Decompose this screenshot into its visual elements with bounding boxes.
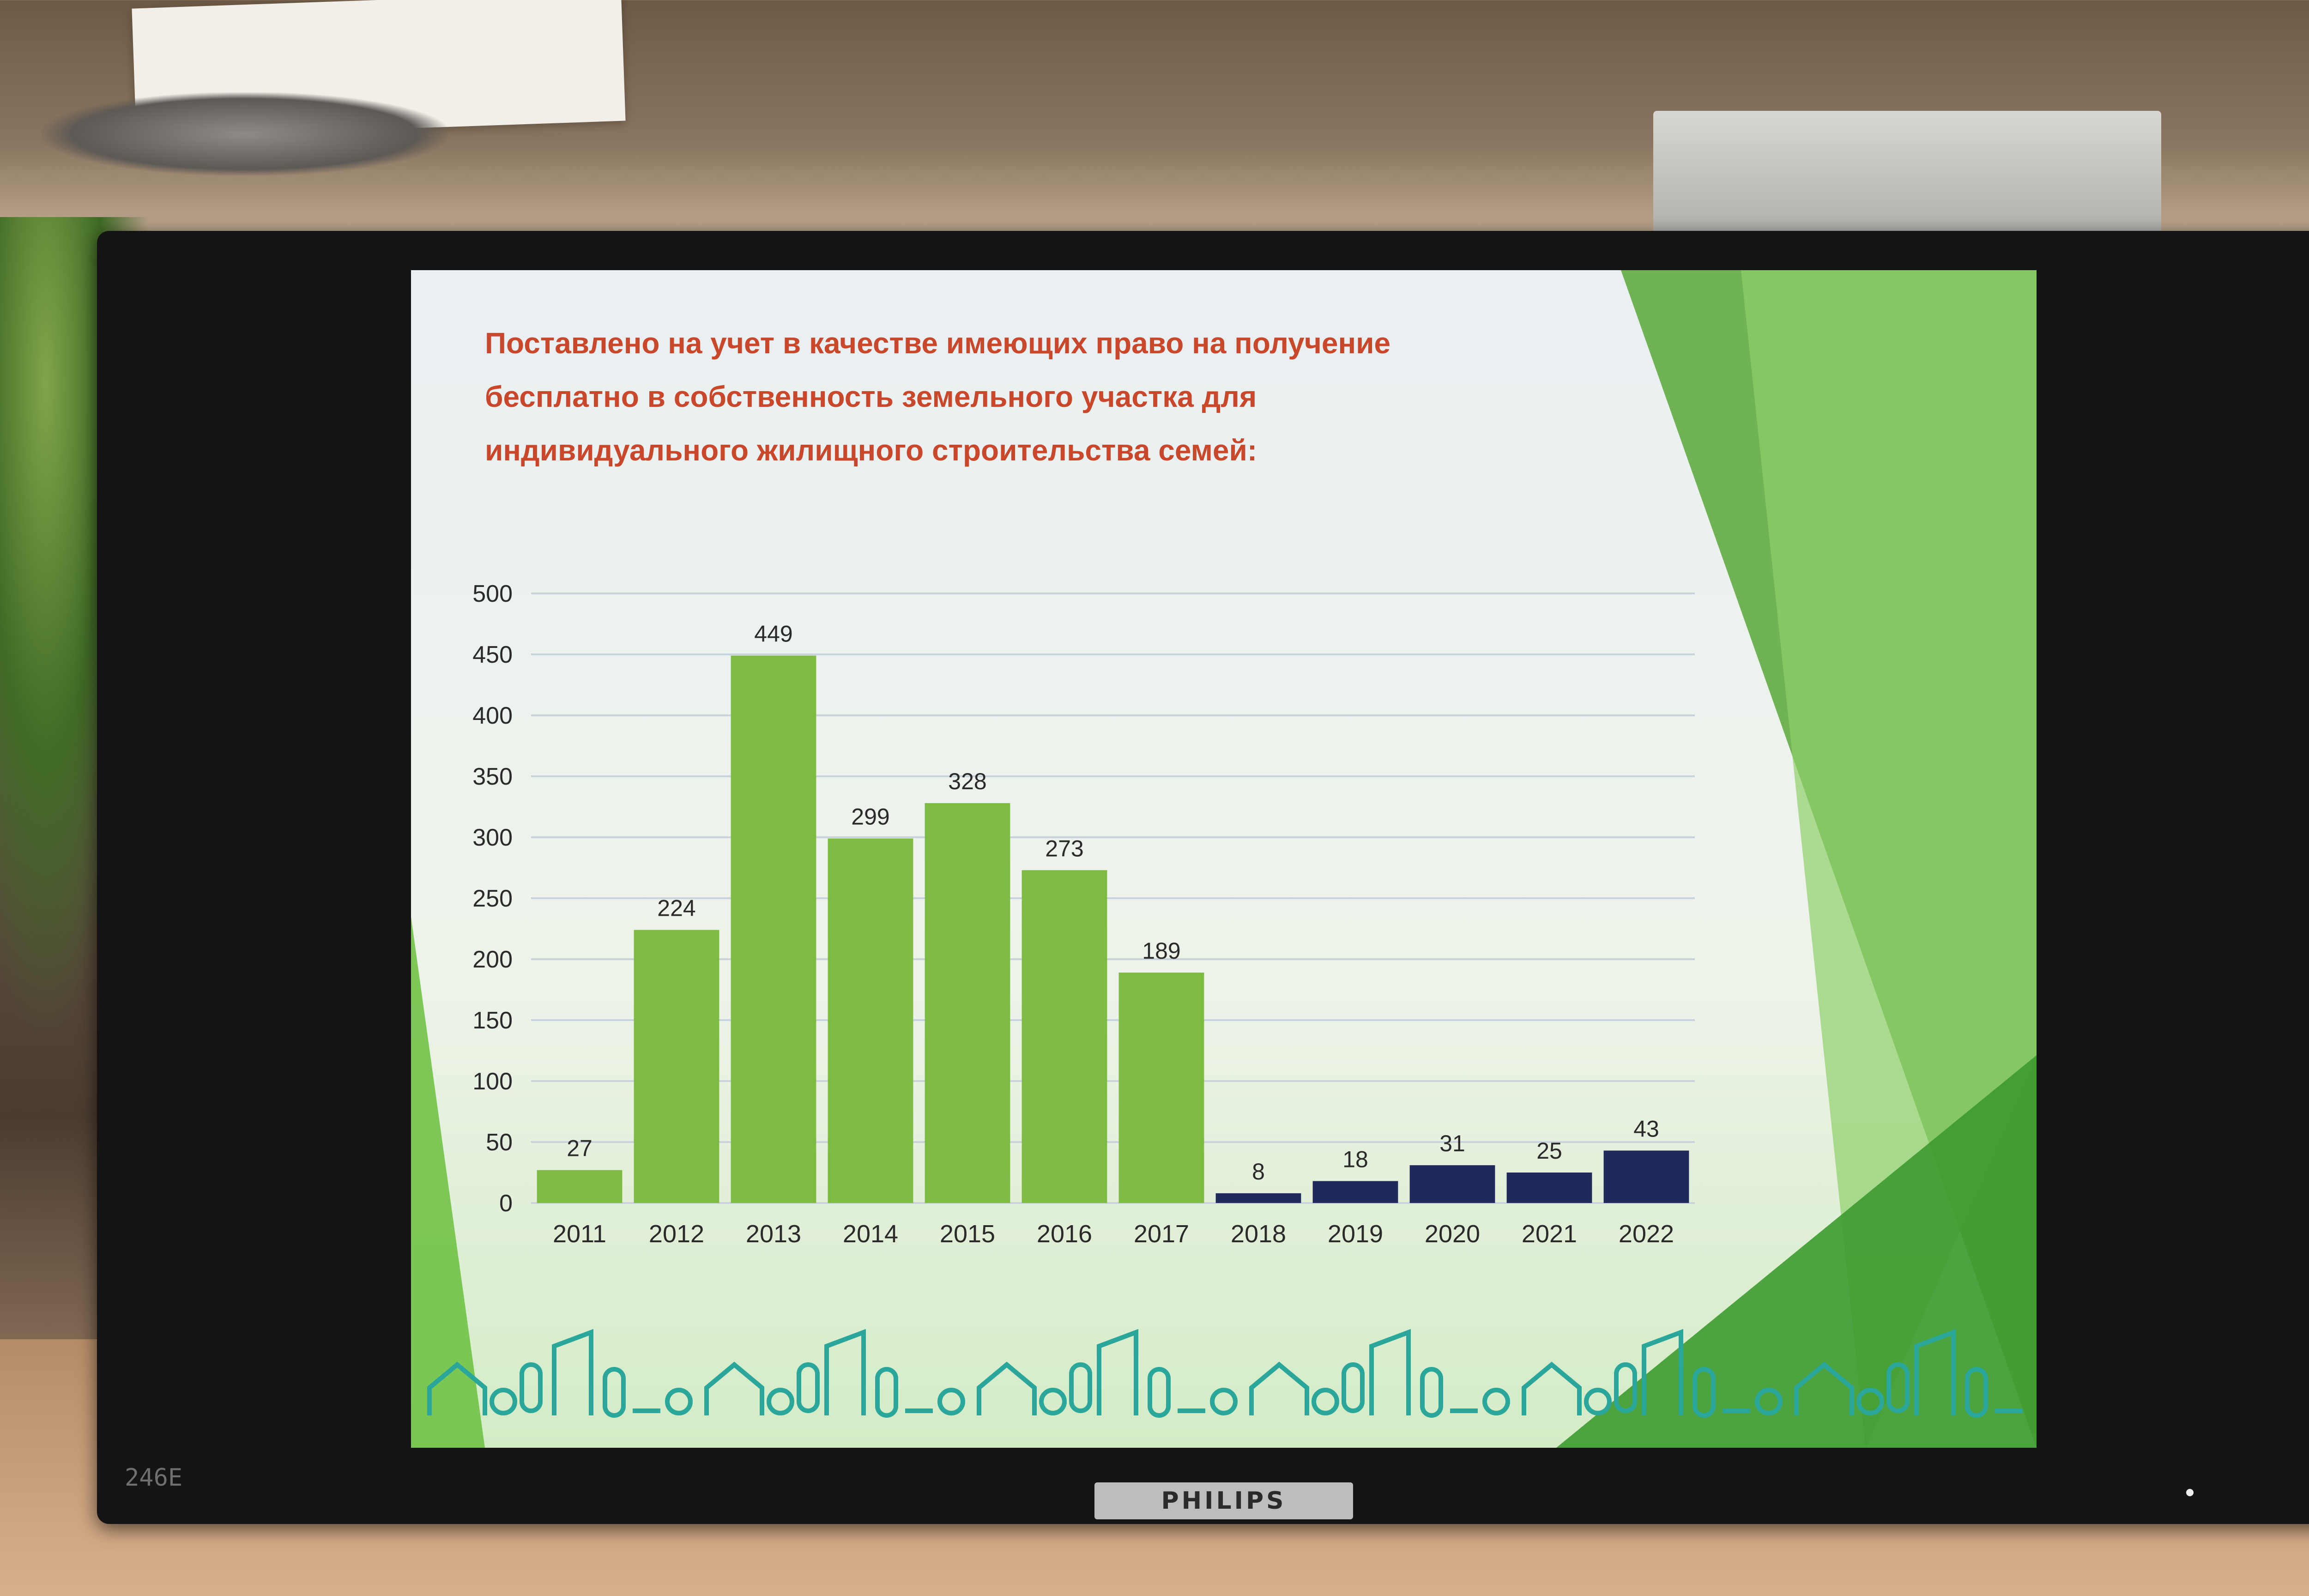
y-tick-label: 150: [472, 1007, 513, 1034]
monitor-brand-badge: PHILIPS: [1094, 1482, 1353, 1519]
bar-2018: [1215, 1193, 1301, 1203]
bar-chart: 0 50 100 150 200 250 300 350 400 450 500 27 2011 224 2…: [472, 580, 1695, 1248]
bar-2011: [537, 1170, 623, 1203]
x-tick-label: 2017: [1134, 1220, 1189, 1248]
y-tick-label: 0: [499, 1190, 513, 1217]
data-label: 273: [1045, 835, 1083, 861]
y-tick-label: 250: [472, 885, 513, 912]
data-label: 18: [1342, 1146, 1368, 1172]
data-label: 27: [567, 1136, 592, 1161]
slide-title-line-3: индивидуального жилищного строительства …: [485, 434, 1257, 467]
data-label: 25: [1536, 1138, 1562, 1164]
microphone-base: [42, 92, 448, 175]
y-tick-label: 200: [472, 946, 513, 973]
bar-2016: [1022, 870, 1107, 1203]
data-label: 189: [1142, 938, 1180, 964]
data-label: 299: [851, 804, 889, 830]
y-tick-label: 300: [472, 824, 513, 851]
y-tick-label: 50: [486, 1129, 513, 1156]
bar-2017: [1118, 973, 1204, 1203]
x-tick-label: 2020: [1425, 1220, 1480, 1248]
monitor: 246E PHILIPS: [97, 231, 2309, 1524]
bar-2012: [634, 930, 719, 1203]
bar-2021: [1506, 1173, 1592, 1203]
x-tick-label: 2012: [649, 1220, 704, 1248]
data-label: 43: [1633, 1116, 1659, 1142]
x-tick-label: 2014: [843, 1220, 898, 1248]
y-tick-label: 400: [472, 702, 513, 729]
power-led-icon: [2186, 1489, 2194, 1496]
slide-decoration: [411, 270, 2037, 1448]
y-tick-label: 350: [472, 763, 513, 790]
data-label: 8: [1252, 1159, 1265, 1185]
x-tick-label: 2022: [1619, 1220, 1674, 1248]
y-tick-label: 100: [472, 1068, 513, 1095]
x-tick-label: 2019: [1328, 1220, 1383, 1248]
data-label: 328: [948, 768, 986, 794]
x-tick-label: 2018: [1231, 1220, 1286, 1248]
bar-2020: [1409, 1165, 1495, 1203]
slide-title-line-1: Поставлено на учет в качестве имеющих пр…: [485, 326, 1391, 360]
monitor-model-label: 246E: [125, 1464, 183, 1492]
data-label: 224: [657, 895, 695, 921]
x-tick-label: 2015: [940, 1220, 995, 1248]
data-label: 449: [754, 621, 792, 647]
x-tick-label: 2011: [553, 1220, 606, 1248]
slide-title-line-2: бесплатно в собственность земельного уча…: [485, 380, 1257, 413]
bar-2014: [828, 838, 913, 1203]
x-tick-label: 2013: [746, 1220, 801, 1248]
y-tick-label: 450: [472, 641, 513, 668]
presentation-slide: Поставлено на учет в качестве имеющих пр…: [411, 270, 2037, 1448]
bar-2022: [1603, 1150, 1689, 1203]
slide-title: Поставлено на учет в качестве имеющих пр…: [485, 316, 1593, 477]
decor-triangle-left: [411, 917, 485, 1448]
bar-2019: [1312, 1181, 1398, 1203]
y-tick-label: 500: [472, 580, 513, 607]
bar-2013: [731, 655, 816, 1203]
x-tick-label: 2016: [1037, 1220, 1092, 1248]
bar-2015: [925, 803, 1010, 1203]
data-label: 31: [1439, 1130, 1465, 1156]
x-tick-label: 2021: [1522, 1220, 1577, 1248]
houses-trees-border: [427, 1329, 2023, 1418]
